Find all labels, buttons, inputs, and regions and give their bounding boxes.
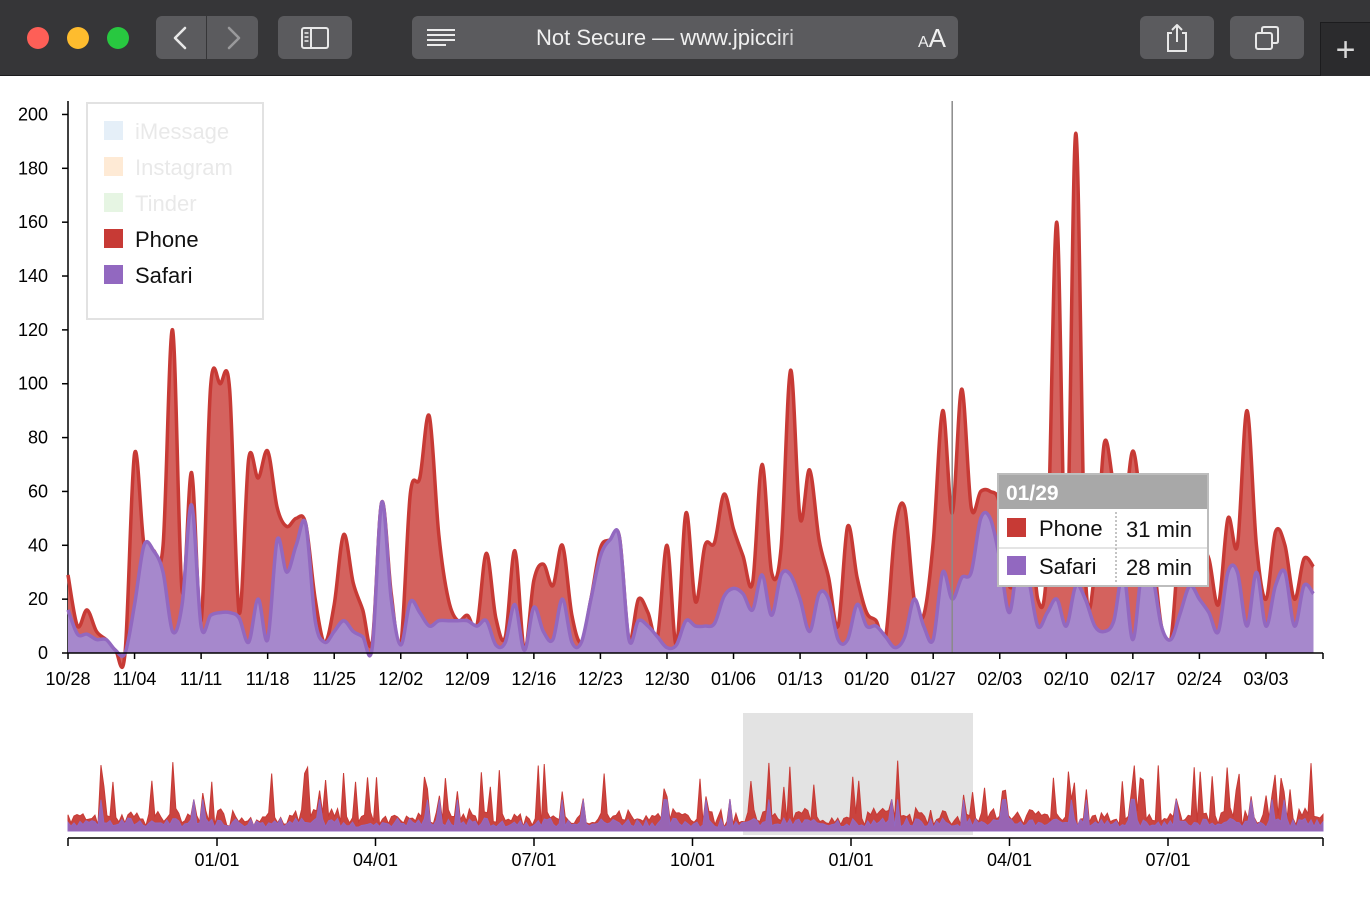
legend-item-safari[interactable]: Safari (104, 263, 192, 288)
share-button[interactable] (1140, 16, 1214, 59)
text-size-button[interactable]: AA (918, 16, 946, 59)
overview-x-tick-label: 04/01 (987, 850, 1032, 870)
legend: iMessage Instagram Tinder Phone Safari (86, 102, 264, 320)
overview-x-tick-label: 01/01 (194, 850, 239, 870)
x-tick-label: 11/25 (312, 669, 356, 689)
y-tick-label: 100 (18, 374, 48, 394)
tooltip-phone-label: Phone (1039, 516, 1103, 541)
reader-view-icon[interactable] (426, 27, 456, 49)
overview-x-tick-label: 07/01 (511, 850, 556, 870)
legend-swatch (104, 121, 123, 140)
overview-chart: 01/01 04/01 07/01 10/01 01/01 04/01 07/01 (67, 713, 1324, 870)
legend-swatch (104, 193, 123, 212)
tooltip-safari-swatch (1007, 556, 1026, 575)
y-tick-label: 80 (28, 428, 48, 448)
legend-label: Instagram (135, 155, 233, 180)
x-tick-label: 11/11 (180, 669, 222, 689)
x-tick-label: 01/27 (911, 669, 956, 689)
series-safari-line (66, 500, 1315, 658)
legend-swatch (104, 229, 123, 248)
tooltip: 01/29 Phone 31 min Safari 28 min (997, 473, 1209, 587)
x-axis: 10/28 11/04 11/11 11/18 11/25 12/02 12/09 12/16… (45, 652, 1324, 689)
x-tick-label: 12/09 (445, 669, 490, 689)
new-tab-button[interactable]: + (1320, 22, 1370, 76)
y-axis: 0 20 40 60 80 100 120 140 160 180 200 (18, 101, 69, 663)
y-tick-label: 180 (18, 158, 48, 178)
sidebar-icon (301, 26, 329, 49)
zoom-window-button[interactable] (107, 27, 129, 49)
tooltip-phone-swatch (1007, 518, 1026, 537)
overview-x-axis: 01/01 04/01 07/01 10/01 01/01 04/01 07/01 (67, 837, 1324, 870)
close-window-button[interactable] (27, 27, 49, 49)
tooltip-date: 01/29 (1006, 482, 1059, 505)
overview-x-tick-label: 01/01 (828, 850, 873, 870)
overview-x-tick-label: 04/01 (353, 850, 398, 870)
x-tick-label: 10/28 (45, 669, 90, 689)
legend-item-phone[interactable]: Phone (104, 227, 199, 252)
y-tick-label: 160 (18, 212, 48, 232)
legend-item-instagram[interactable]: Instagram (104, 155, 233, 180)
address-text[interactable]: Not Secure — www.jpicciri (536, 25, 794, 50)
x-tick-label: 03/03 (1243, 669, 1288, 689)
overview-x-tick-label: 07/01 (1145, 850, 1190, 870)
back-button[interactable] (156, 16, 206, 59)
text-size-large-label: A (928, 23, 946, 53)
y-tick-label: 120 (18, 320, 48, 340)
browser-toolbar: Not Secure — www.jpicciri AA + (0, 0, 1370, 76)
x-tick-label: 02/17 (1110, 669, 1155, 689)
x-tick-label: 12/02 (378, 669, 423, 689)
tooltip-safari-value: 28 min (1126, 555, 1192, 580)
legend-swatch (104, 265, 123, 284)
forward-button[interactable] (207, 16, 258, 59)
legend-label: Safari (135, 263, 192, 288)
minimize-window-button[interactable] (67, 27, 89, 49)
y-tick-label: 200 (18, 104, 48, 124)
tooltip-safari-label: Safari (1039, 554, 1096, 579)
overview-series-safari (67, 798, 1324, 832)
y-tick-label: 0 (38, 643, 48, 663)
legend-label: iMessage (135, 119, 229, 144)
legend-swatch (104, 157, 123, 176)
address-bar[interactable]: Not Secure — www.jpicciri AA (412, 16, 958, 59)
x-tick-label: 02/24 (1177, 669, 1222, 689)
x-tick-label: 01/20 (844, 669, 889, 689)
overview-series (67, 760, 1324, 832)
x-tick-label: 11/18 (246, 669, 290, 689)
sidebar-button[interactable] (278, 16, 352, 59)
legend-label: Tinder (135, 191, 197, 216)
tooltip-phone-value: 31 min (1126, 517, 1192, 542)
x-tick-label: 01/13 (778, 669, 823, 689)
screen-time-chart: 0 20 40 60 80 100 120 140 160 180 200 10/28 11/04 11… (18, 101, 1324, 870)
legend-label: Phone (135, 227, 199, 252)
tabs-overview-button[interactable] (1230, 16, 1304, 59)
tooltip-row-phone: Phone 31 min (1007, 516, 1192, 542)
x-tick-label: 11/04 (113, 669, 157, 689)
y-tick-label: 140 (18, 266, 48, 286)
share-icon (1167, 23, 1187, 52)
y-tick-label: 60 (28, 481, 48, 501)
legend-item-tinder[interactable]: Tinder (104, 191, 197, 216)
tooltip-row-safari: Safari 28 min (1007, 554, 1192, 580)
y-tick-label: 40 (28, 535, 48, 555)
x-tick-label: 12/16 (511, 669, 556, 689)
chevron-right-icon (227, 26, 240, 49)
chevron-left-icon (173, 26, 187, 49)
x-tick-label: 02/10 (1044, 669, 1089, 689)
tooltip-header (999, 475, 1207, 509)
x-tick-label: 01/06 (711, 669, 756, 689)
series-phone-line (66, 131, 1315, 670)
plus-icon: + (1335, 30, 1356, 69)
text-size-small-label: A (917, 34, 929, 51)
overview-x-tick-label: 10/01 (670, 850, 715, 870)
y-tick-label: 20 (28, 589, 48, 609)
x-tick-label: 12/30 (644, 669, 689, 689)
tabs-icon (1255, 25, 1279, 50)
x-tick-label: 02/03 (977, 669, 1022, 689)
x-tick-label: 12/23 (578, 669, 623, 689)
legend-item-imessage[interactable]: iMessage (104, 119, 229, 144)
